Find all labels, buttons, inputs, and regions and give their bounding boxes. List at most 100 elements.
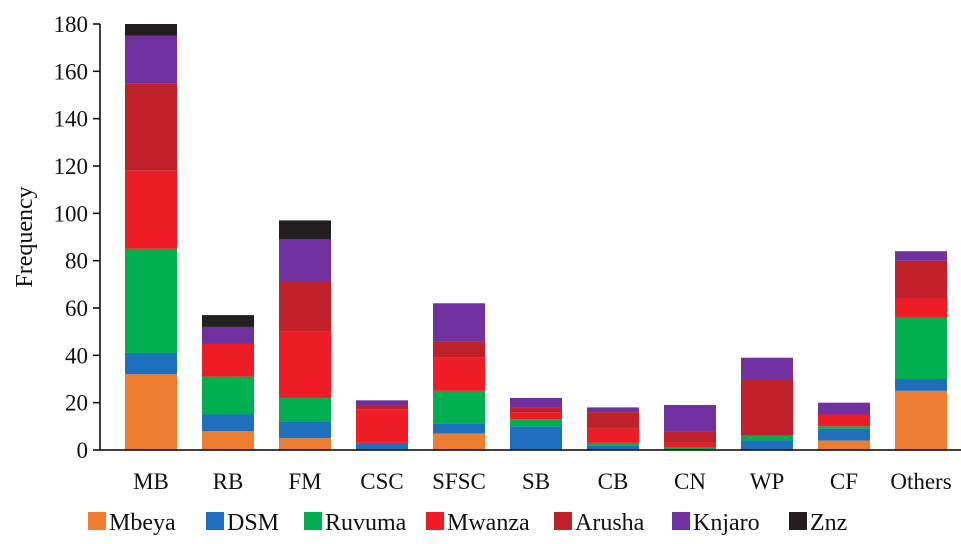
legend-label: Arusha (575, 510, 645, 536)
bar-segment-dsm (356, 442, 408, 450)
x-axis-categories: MB RB FM CSC SFSC SB CB CN WP CF Others (133, 469, 952, 494)
legend-label: Mwanza (447, 510, 530, 536)
bar-segment-arusha (741, 379, 793, 436)
legend-swatch (789, 512, 807, 530)
y-tick-label: 60 (65, 296, 88, 321)
legend-swatch (88, 512, 106, 530)
bar-segment-ruvuma (741, 435, 793, 441)
bar-segment-knjaro (587, 407, 639, 413)
bar-segment-knjaro (202, 326, 254, 344)
bar-segment-mwanza (433, 357, 485, 391)
legend: Mbeya DSM Ruvuma Mwanza Arusha Knjaro Znz (88, 510, 847, 536)
x-category-label: MB (133, 469, 169, 494)
x-category-label: SB (522, 469, 550, 494)
bar-segment-mbeya (202, 431, 254, 450)
bar-segment-mwanza (125, 170, 177, 249)
bar-segment-dsm (433, 423, 485, 434)
bar-segment-knjaro (664, 405, 716, 432)
bar-segment-dsm (510, 426, 562, 450)
bar-segment-knjaro (510, 397, 562, 408)
y-tick-label: 80 (65, 249, 88, 274)
bar-segment-arusha (279, 281, 331, 332)
bar-segment-dsm (125, 352, 177, 375)
bar-segment-knjaro (125, 35, 177, 84)
x-category-label: Others (890, 469, 951, 494)
bar-segment-ruvuma (587, 442, 639, 446)
y-tick-label: 180 (54, 12, 89, 37)
bars-layer (125, 24, 947, 450)
y-tick-label: 160 (54, 59, 89, 84)
x-category-label: CF (830, 469, 858, 494)
bar-segment-znz (125, 24, 177, 36)
bar-segment-arusha (895, 260, 947, 299)
bar-segment-arusha (587, 412, 639, 429)
bar-segment-arusha (510, 407, 562, 413)
bar-segment-knjaro (741, 357, 793, 379)
legend-swatch (304, 512, 322, 530)
x-category-label: WP (750, 469, 785, 494)
y-axis-title: Frequency (12, 186, 38, 287)
legend-swatch (672, 512, 690, 530)
bar-segment-arusha (356, 405, 408, 410)
bar-segment-arusha (664, 431, 716, 443)
y-tick-label: 140 (54, 107, 89, 132)
x-category-label: CN (674, 469, 706, 494)
x-category-label: RB (213, 469, 244, 494)
bar-segment-znz (279, 220, 331, 240)
bar-segment-mwanza (279, 331, 331, 398)
bar-segment-arusha (125, 83, 177, 171)
bar-segment-knjaro (356, 400, 408, 406)
y-axis-ticks: 0 20 40 60 80 100 120 140 160 180 (54, 12, 100, 463)
bar-segment-dsm (202, 414, 254, 432)
bar-segment-knjaro (279, 239, 331, 282)
bar-segment-mbeya (895, 390, 947, 450)
y-tick-label: 120 (54, 154, 89, 179)
bar-segment-mbeya (433, 433, 485, 450)
bar-segment-mwanza (818, 414, 870, 427)
bar-segment-dsm (279, 421, 331, 439)
bar-segment-dsm (895, 379, 947, 391)
y-tick-label: 0 (77, 438, 89, 463)
bar-segment-mwanza (664, 442, 716, 448)
bar-segment-mwanza (356, 409, 408, 443)
bar-segment-dsm (587, 445, 639, 450)
bar-segment-mbeya (125, 374, 177, 450)
legend-swatch (426, 512, 444, 530)
bar-segment-mwanza (202, 343, 254, 377)
bar-segment-znz (202, 315, 254, 327)
legend-swatch (554, 512, 572, 530)
bar-segment-knjaro (433, 303, 485, 342)
legend-item-arusha: Arusha (554, 510, 645, 536)
bar-segment-ruvuma (279, 397, 331, 422)
bar-segment-knjaro (818, 402, 870, 415)
legend-label: Knjaro (693, 510, 760, 536)
legend-item-mwanza: Mwanza (426, 510, 530, 536)
bar-segment-mwanza (895, 298, 947, 318)
bar-segment-mwanza (587, 428, 639, 443)
bar-segment-ruvuma (433, 390, 485, 424)
bar-segment-ruvuma (510, 419, 562, 427)
bar-segment-arusha (433, 341, 485, 358)
bar-segment-ruvuma (664, 447, 716, 450)
bar-segment-dsm (818, 428, 870, 441)
bar-segment-ruvuma (818, 426, 870, 429)
bar-segment-ruvuma (202, 376, 254, 415)
bar-segment-mwanza (510, 412, 562, 420)
legend-label: DSM (227, 510, 279, 536)
legend-swatch (206, 512, 224, 530)
y-tick-label: 20 (65, 391, 88, 416)
legend-label: Znz (810, 510, 847, 536)
legend-label: Mbeya (109, 510, 176, 536)
x-category-label: CSC (360, 469, 403, 494)
x-category-label: CB (598, 469, 629, 494)
legend-item-mbeya: Mbeya (88, 510, 176, 536)
bar-segment-knjaro (895, 251, 947, 261)
bar-segment-ruvuma (125, 248, 177, 353)
x-category-label: FM (288, 469, 321, 494)
x-category-label: SFSC (432, 469, 486, 494)
legend-item-dsm: DSM (206, 510, 279, 536)
bar-segment-mbeya (818, 440, 870, 450)
legend-item-knjaro: Knjaro (672, 510, 760, 536)
y-tick-label: 100 (54, 201, 89, 226)
